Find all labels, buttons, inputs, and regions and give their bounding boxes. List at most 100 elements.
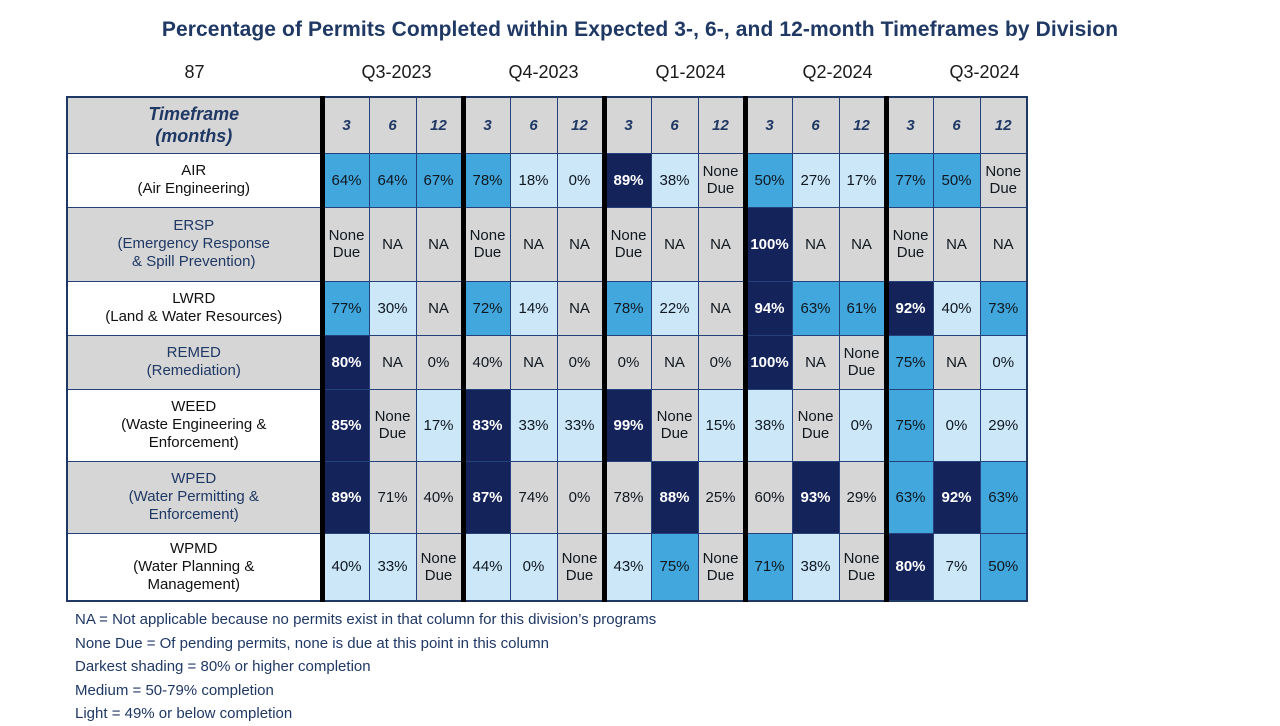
- value-cell-air-Q2-2024-3: 50%: [742, 152, 793, 208]
- corner-value: 87: [184, 62, 205, 82]
- value-cell-weed-Q2-2024-6: None Due: [791, 388, 840, 462]
- value-cell-lwrd-Q2-2024-6: 63%: [791, 280, 840, 336]
- value-cell-wped-Q1-2024-6: 88%: [650, 460, 699, 534]
- permits-heatmap-table: Timeframe (months) 3 6 12 3 6 12 3 6 12 3 6 12 3 6 12 AIR…: [66, 96, 1028, 602]
- month-header-Q1-2024-3: 3: [601, 96, 652, 154]
- month-header-Q4-2023-3: 3: [460, 96, 511, 154]
- value-cell-remed-Q2-2024-3: 100%: [742, 334, 793, 390]
- value-cell-ersp-Q4-2023-3: None Due: [460, 206, 511, 282]
- table-row-weed: WEED (Waste Engineering & Enforcement) 85% N…: [66, 388, 1028, 462]
- division-label-remed: REMED (Remediation): [66, 334, 323, 390]
- month-header-Q1-2024-12: 12: [697, 96, 746, 154]
- value-cell-wped-Q3-2023-6: 71%: [368, 460, 417, 534]
- value-cell-wped-Q3-2024-6: 92%: [932, 460, 981, 534]
- value-cell-remed-Q3-2024-12: 0%: [979, 334, 1028, 390]
- value-cell-weed-Q3-2023-6: None Due: [368, 388, 417, 462]
- value-cell-wpmd-Q3-2023-6: 33%: [368, 532, 417, 602]
- value-cell-remed-Q2-2024-6: NA: [791, 334, 840, 390]
- quarter-label-q2-2024: Q2-2024: [802, 62, 873, 82]
- value-cell-remed-Q3-2024-3: 75%: [883, 334, 934, 390]
- value-cell-wpmd-Q3-2023-12: None Due: [415, 532, 464, 602]
- division-label-air: AIR (Air Engineering): [66, 152, 323, 208]
- value-cell-ersp-Q1-2024-6: NA: [650, 206, 699, 282]
- value-cell-remed-Q4-2023-12: 0%: [556, 334, 605, 390]
- value-cell-wped-Q2-2024-12: 29%: [838, 460, 887, 534]
- value-cell-lwrd-Q1-2024-12: NA: [697, 280, 746, 336]
- value-cell-weed-Q4-2023-12: 33%: [556, 388, 605, 462]
- value-cell-remed-Q4-2023-3: 40%: [460, 334, 511, 390]
- value-cell-ersp-Q4-2023-6: NA: [509, 206, 558, 282]
- value-cell-ersp-Q3-2024-6: NA: [932, 206, 981, 282]
- permits-table-wrap: Timeframe (months) 3 6 12 3 6 12 3 6 12 3 6 12 3 6 12 AIR…: [66, 96, 1028, 602]
- value-cell-wpmd-Q3-2024-12: 50%: [979, 532, 1028, 602]
- value-cell-wpmd-Q1-2024-12: None Due: [697, 532, 746, 602]
- value-cell-air-Q3-2023-3: 64%: [319, 152, 370, 208]
- value-cell-wpmd-Q3-2023-3: 40%: [319, 532, 370, 602]
- value-cell-remed-Q3-2024-6: NA: [932, 334, 981, 390]
- value-cell-weed-Q1-2024-3: 99%: [601, 388, 652, 462]
- value-cell-lwrd-Q3-2023-6: 30%: [368, 280, 417, 336]
- month-header-Q1-2024-6: 6: [650, 96, 699, 154]
- value-cell-air-Q3-2023-12: 67%: [415, 152, 464, 208]
- value-cell-lwrd-Q4-2023-6: 14%: [509, 280, 558, 336]
- quarter-label-q3-2024: Q3-2024: [949, 62, 1020, 82]
- month-header-Q3-2023-3: 3: [319, 96, 370, 154]
- value-cell-air-Q1-2024-3: 89%: [601, 152, 652, 208]
- value-cell-weed-Q3-2024-3: 75%: [883, 388, 934, 462]
- value-cell-air-Q3-2023-6: 64%: [368, 152, 417, 208]
- note-na: NA = Not applicable because no permits e…: [75, 611, 657, 628]
- table-row-wpmd: WPMD (Water Planning & Management) 40% 33% No…: [66, 532, 1028, 602]
- value-cell-air-Q4-2023-3: 78%: [460, 152, 511, 208]
- value-cell-air-Q1-2024-6: 38%: [650, 152, 699, 208]
- value-cell-remed-Q1-2024-12: 0%: [697, 334, 746, 390]
- value-cell-lwrd-Q3-2023-12: NA: [415, 280, 464, 336]
- value-cell-wpmd-Q2-2024-6: 38%: [791, 532, 840, 602]
- month-header-Q2-2024-12: 12: [838, 96, 887, 154]
- note-medium-shading: Medium = 50-79% completion: [75, 681, 274, 699]
- division-label-ersp: ERSP (Emergency Response & Spill Preventio…: [66, 206, 323, 282]
- value-cell-wpmd-Q1-2024-3: 43%: [601, 532, 652, 602]
- value-cell-wpmd-Q4-2023-3: 44%: [460, 532, 511, 602]
- value-cell-wpmd-Q2-2024-3: 71%: [742, 532, 793, 602]
- value-cell-wped-Q1-2024-3: 78%: [601, 460, 652, 534]
- month-header-Q4-2023-6: 6: [509, 96, 558, 154]
- division-label-lwrd: LWRD (Land & Water Resources): [66, 280, 323, 336]
- value-cell-weed-Q2-2024-12: 0%: [838, 388, 887, 462]
- quarter-header-row: 87 Q3-2023 Q4-2023 Q1-2024 Q2-2024 Q3-20…: [66, 62, 1058, 83]
- value-cell-remed-Q2-2024-12: None Due: [838, 334, 887, 390]
- value-cell-remed-Q1-2024-3: 0%: [601, 334, 652, 390]
- value-cell-ersp-Q3-2024-3: None Due: [883, 206, 934, 282]
- value-cell-ersp-Q1-2024-12: NA: [697, 206, 746, 282]
- value-cell-lwrd-Q4-2023-3: 72%: [460, 280, 511, 336]
- value-cell-wped-Q3-2024-3: 63%: [883, 460, 934, 534]
- value-cell-wped-Q1-2024-12: 25%: [697, 460, 746, 534]
- value-cell-lwrd-Q3-2023-3: 77%: [319, 280, 370, 336]
- value-cell-wped-Q3-2023-12: 40%: [415, 460, 464, 534]
- month-header-Q3-2023-6: 6: [368, 96, 417, 154]
- quarter-label-q1-2024: Q1-2024: [655, 62, 726, 82]
- value-cell-ersp-Q3-2024-12: NA: [979, 206, 1028, 282]
- value-cell-remed-Q4-2023-6: NA: [509, 334, 558, 390]
- value-cell-lwrd-Q2-2024-12: 61%: [838, 280, 887, 336]
- value-cell-weed-Q1-2024-12: 15%: [697, 388, 746, 462]
- note-none-due: None Due = Of pending permits, none is d…: [75, 634, 550, 652]
- value-cell-weed-Q2-2024-3: 38%: [742, 388, 793, 462]
- value-cell-weed-Q3-2024-6: 0%: [932, 388, 981, 462]
- value-cell-ersp-Q2-2024-6: NA: [791, 206, 840, 282]
- table-row-air: AIR (Air Engineering) 64% 64% 67% 78% 18% 0% 89%…: [66, 152, 1028, 208]
- value-cell-air-Q3-2024-6: 50%: [932, 152, 981, 208]
- value-cell-lwrd-Q3-2024-3: 92%: [883, 280, 934, 336]
- value-cell-ersp-Q3-2023-6: NA: [368, 206, 417, 282]
- value-cell-weed-Q1-2024-6: None Due: [650, 388, 699, 462]
- value-cell-wpmd-Q4-2023-12: None Due: [556, 532, 605, 602]
- value-cell-wpmd-Q3-2024-3: 80%: [883, 532, 934, 602]
- value-cell-wpmd-Q4-2023-6: 0%: [509, 532, 558, 602]
- value-cell-wped-Q3-2024-12: 63%: [979, 460, 1028, 534]
- value-cell-wpmd-Q1-2024-6: 75%: [650, 532, 699, 602]
- value-cell-lwrd-Q4-2023-12: NA: [556, 280, 605, 336]
- value-cell-weed-Q3-2023-3: 85%: [319, 388, 370, 462]
- value-cell-ersp-Q2-2024-3: 100%: [742, 206, 793, 282]
- value-cell-weed-Q3-2023-12: 17%: [415, 388, 464, 462]
- month-header-Q3-2024-12: 12: [979, 96, 1028, 154]
